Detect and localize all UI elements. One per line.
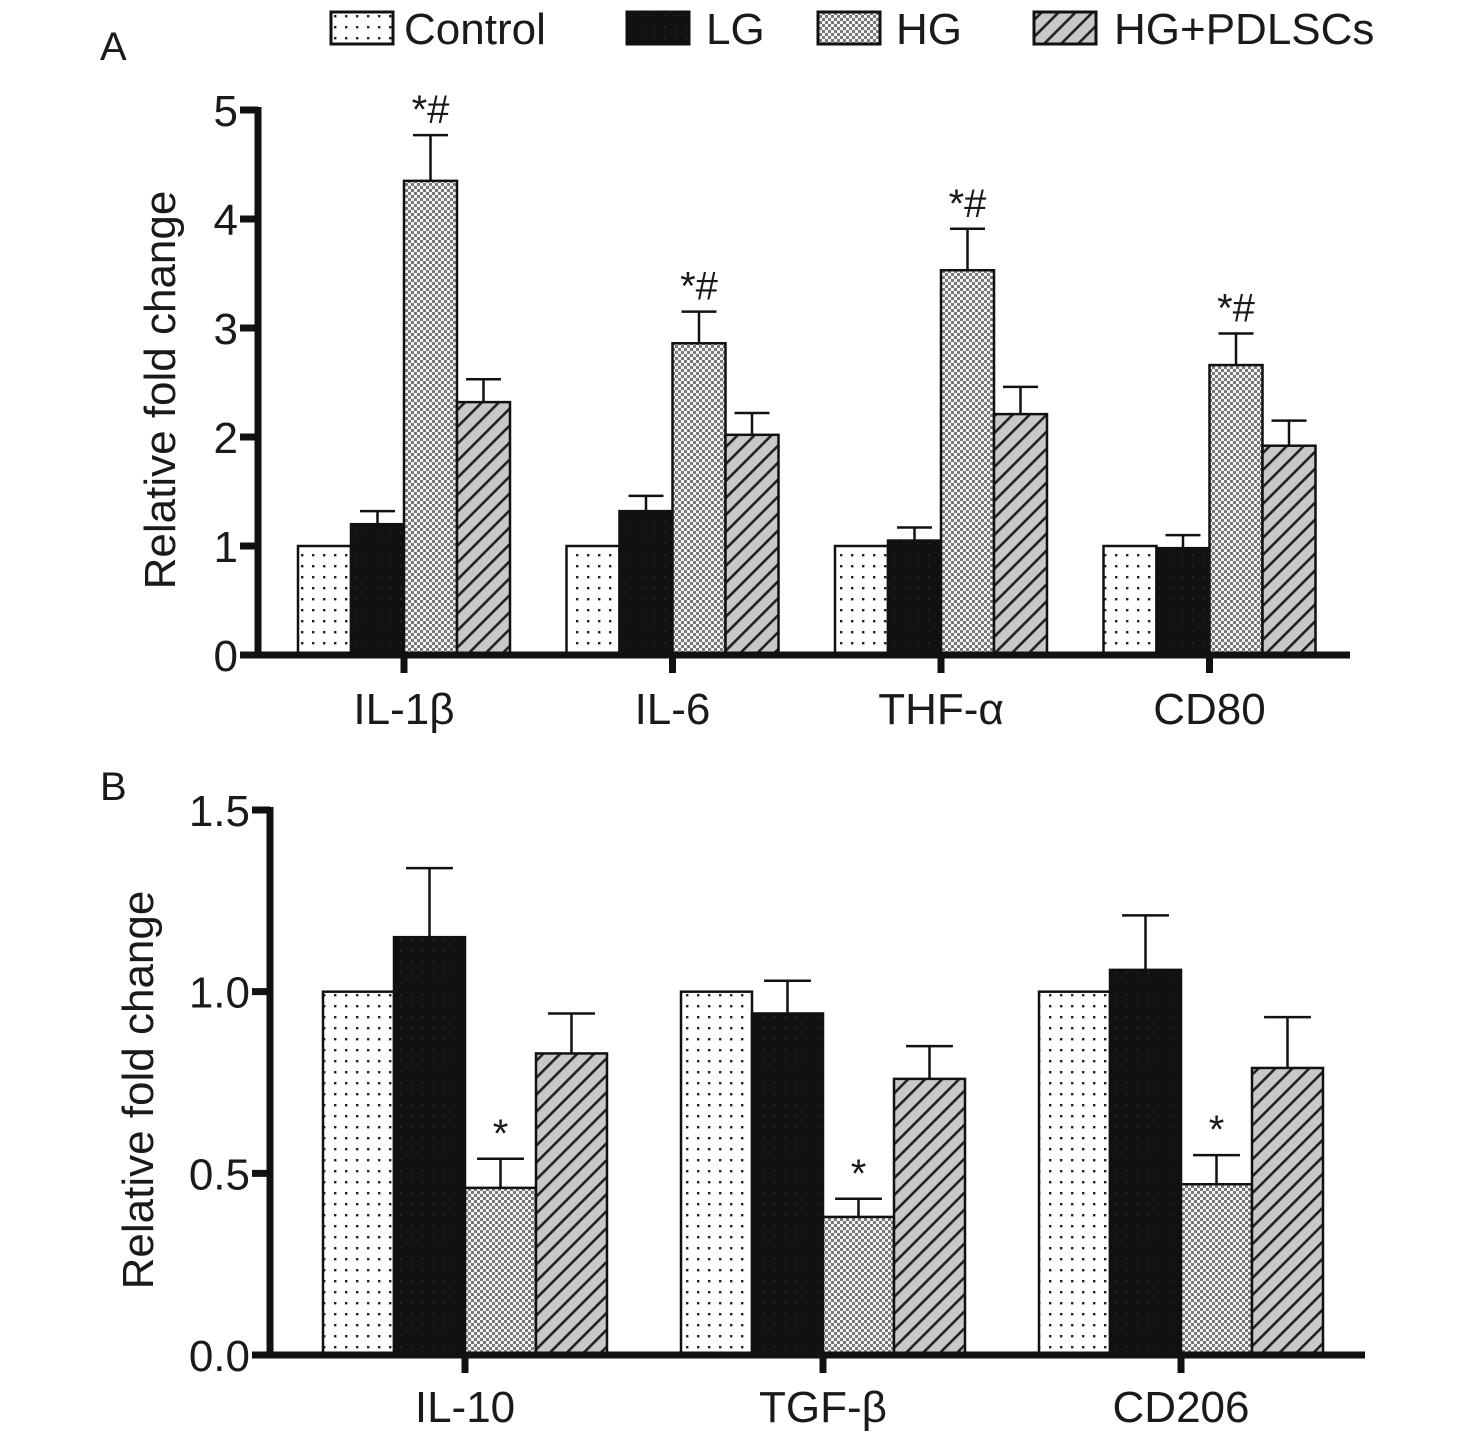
- bar-tgf-control: [679, 990, 754, 1357]
- legend-label-control: Control: [404, 5, 546, 54]
- legend-swatch-hg-pdlscs: [1032, 10, 1098, 46]
- x-tick-label-il-6: IL-6: [635, 685, 711, 734]
- y-axis-title-b: Relative fold change: [114, 891, 163, 1290]
- y-tick-label-5: 5: [214, 87, 238, 136]
- bar-il-6-hg-pdlscs: [724, 433, 780, 657]
- significance-label-il-1: *#: [412, 88, 451, 132]
- legend: Control LG HG HG+PDLSCs: [329, 5, 1374, 54]
- panel-label-b: B: [100, 765, 127, 809]
- panel-a-marks: *# IL-1β *# IL-6 *# THF-α *# CD80 0 1 2 3 4 5: [214, 87, 1350, 734]
- significance-label-il-10: *: [493, 1112, 509, 1156]
- legend-swatch-hg: [816, 10, 882, 46]
- y-tick-label-1-0: 1.0: [189, 969, 250, 1018]
- bar-il-1-lg: [349, 522, 406, 657]
- bar-thf-hg: [939, 268, 996, 657]
- x-tick-label-cd206: CD206: [1113, 1383, 1250, 1432]
- bar-cd80-hg-pdlscs: [1261, 444, 1317, 657]
- legend-label-hg: HG: [896, 5, 962, 54]
- bar-il-6-hg: [671, 342, 727, 657]
- x-tick-label-il-10: IL-10: [415, 1383, 515, 1432]
- significance-label-cd80: *#: [1217, 286, 1256, 330]
- bar-cd80-lg: [1155, 546, 1211, 657]
- legend-item-lg: LG: [625, 5, 765, 54]
- bar-il-10-lg: [392, 935, 467, 1357]
- legend-item-hg: HG: [816, 5, 962, 54]
- bar-il-1-hg-pdlscs: [455, 400, 512, 657]
- x-tick-label-il-1: IL-1β: [353, 685, 454, 734]
- legend-swatch-lg: [625, 10, 691, 46]
- panel-b-marks: * IL-10 * TGF-β * CD206 0.0 0.5 1.0 1.5: [189, 787, 1365, 1432]
- bar-cd80-control: [1102, 544, 1158, 657]
- y-axis-title-a: Relative fold change: [136, 191, 185, 590]
- bar-tgf-lg: [750, 1012, 825, 1357]
- legend-item-control: Control: [329, 5, 546, 54]
- bar-il-6-control: [565, 544, 621, 657]
- y-tick-label-0-0: 0.0: [189, 1332, 250, 1381]
- bar-thf-lg: [886, 539, 943, 657]
- bar-cd206-lg: [1108, 968, 1183, 1357]
- legend-swatch-control: [329, 10, 395, 46]
- y-tick-label-3: 3: [214, 305, 238, 354]
- bar-tgf-hg-pdlscs: [892, 1077, 967, 1357]
- bar-il-10-control: [321, 990, 396, 1357]
- bar-il-1-control: [296, 544, 353, 657]
- bar-thf-hg-pdlscs: [992, 412, 1049, 657]
- bar-cd206-hg: [1179, 1182, 1254, 1357]
- bar-cd80-hg: [1208, 363, 1264, 657]
- significance-label-cd206: *: [1209, 1108, 1225, 1152]
- x-tick-label-thf: THF-α: [878, 685, 1004, 734]
- panel-label-a: A: [100, 25, 127, 69]
- significance-label-tgf: *: [851, 1152, 867, 1196]
- bar-tgf-hg: [821, 1215, 896, 1357]
- legend-label-hg-pdlscs: HG+PDLSCs: [1114, 5, 1374, 54]
- bar-thf-control: [833, 544, 890, 657]
- bar-il-1-hg: [402, 179, 459, 657]
- y-tick-label-1-5: 1.5: [189, 787, 250, 836]
- bar-il-10-hg-pdlscs: [534, 1052, 609, 1357]
- y-tick-label-0-5: 0.5: [189, 1150, 250, 1199]
- y-tick-label-4: 4: [214, 196, 238, 245]
- bar-cd206-hg-pdlscs: [1250, 1066, 1325, 1357]
- bar-cd206-control: [1037, 990, 1112, 1357]
- significance-label-il-6: *#: [680, 265, 719, 309]
- y-tick-label-0: 0: [214, 632, 238, 681]
- x-tick-label-cd80: CD80: [1153, 685, 1266, 734]
- y-tick-label-2: 2: [214, 414, 238, 463]
- y-tick-label-1: 1: [214, 523, 238, 572]
- legend-item-hg-pdlscs: HG+PDLSCs: [1032, 5, 1374, 54]
- panel-a: A Relative fold change *# IL-1β *# IL-6 *# TH…: [100, 25, 1350, 734]
- bar-il-10-hg: [463, 1186, 538, 1357]
- x-tick-label-tgf: TGF-β: [759, 1383, 887, 1432]
- bar-il-6-lg: [618, 509, 674, 657]
- significance-label-thf: *#: [949, 182, 988, 226]
- panel-b: B Relative fold change * IL-10 * TGF-β * CD20…: [100, 765, 1365, 1432]
- legend-label-lg: LG: [706, 5, 765, 54]
